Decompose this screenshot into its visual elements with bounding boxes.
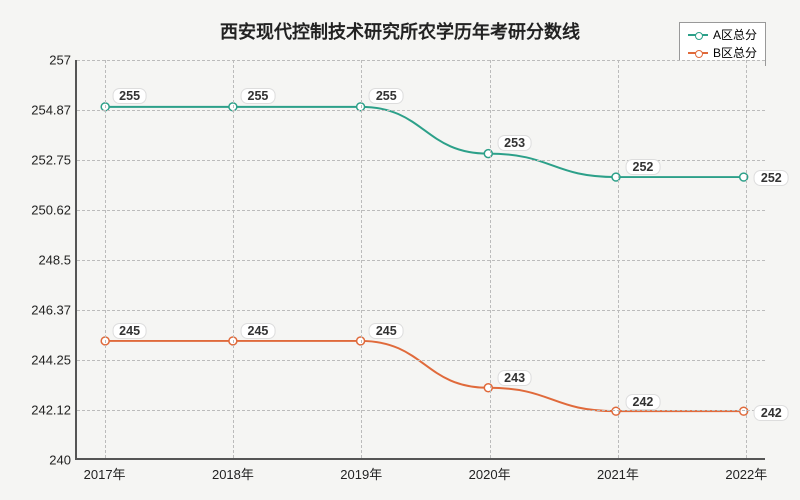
x-tick-label: 2021年 [597, 458, 639, 483]
data-label: 255 [369, 88, 404, 104]
gridline-v [105, 60, 106, 458]
plot-area: 240242.12244.25246.37248.5250.62252.7525… [75, 60, 765, 460]
legend-label-a: A区总分 [713, 26, 757, 44]
gridline-v [746, 60, 747, 458]
data-label: 252 [626, 159, 661, 175]
y-tick-label: 250.62 [31, 203, 77, 218]
data-marker [484, 150, 492, 158]
gridline-h [77, 210, 765, 211]
data-label: 245 [369, 323, 404, 339]
data-label: 253 [497, 135, 532, 151]
chart-container: 西安现代控制技术研究所农学历年考研分数线 A区总分 B区总分 240242.12… [0, 0, 800, 500]
y-tick-label: 244.25 [31, 353, 77, 368]
data-label: 245 [112, 323, 147, 339]
gridline-v [618, 60, 619, 458]
y-tick-label: 252.75 [31, 153, 77, 168]
data-label: 242 [626, 394, 661, 410]
data-marker [484, 384, 492, 392]
gridline-h [77, 260, 765, 261]
data-label: 252 [754, 170, 789, 186]
chart-title: 西安现代控制技术研究所农学历年考研分数线 [220, 18, 580, 44]
x-tick-label: 2020年 [469, 458, 511, 483]
gridline-h [77, 110, 765, 111]
legend-swatch-b [688, 52, 708, 54]
data-label: 255 [112, 88, 147, 104]
gridline-h [77, 360, 765, 361]
data-label: 242 [754, 405, 789, 421]
legend-item-a: A区总分 [688, 26, 757, 44]
gridline-h [77, 160, 765, 161]
gridline-h [77, 60, 765, 61]
y-tick-label: 257 [49, 53, 77, 68]
data-label: 245 [241, 323, 276, 339]
gridline-v [233, 60, 234, 458]
y-tick-label: 254.87 [31, 103, 77, 118]
x-tick-label: 2022年 [725, 458, 767, 483]
gridline-h [77, 310, 765, 311]
y-tick-label: 246.37 [31, 303, 77, 318]
gridline-v [490, 60, 491, 458]
gridline-v [361, 60, 362, 458]
data-label: 255 [241, 88, 276, 104]
legend-swatch-a [688, 34, 708, 36]
gridline-h [77, 410, 765, 411]
x-tick-label: 2018年 [212, 458, 254, 483]
x-tick-label: 2019年 [340, 458, 382, 483]
y-tick-label: 240 [49, 453, 77, 468]
y-tick-label: 242.12 [31, 403, 77, 418]
chart-svg [77, 60, 765, 458]
data-label: 243 [497, 370, 532, 386]
x-tick-label: 2017年 [84, 458, 126, 483]
y-tick-label: 248.5 [38, 253, 77, 268]
